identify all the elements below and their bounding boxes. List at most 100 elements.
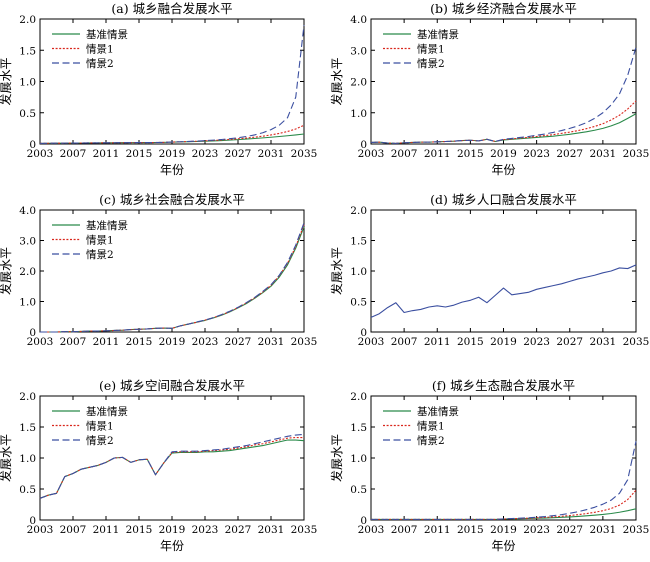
x-tick-label: 2019: [490, 148, 517, 160]
x-axis-label: 年份: [491, 539, 515, 553]
x-tick-label: 2007: [60, 148, 87, 160]
series-line-3: [371, 441, 637, 520]
y-tick-label: 0: [360, 515, 367, 527]
legend-label: 情景1: [417, 43, 445, 56]
y-axis-label: 发展水平: [329, 434, 344, 482]
x-tick-label: 2007: [60, 336, 87, 348]
x-tick-label: 2031: [258, 336, 285, 348]
x-tick-label: 2003: [358, 524, 385, 536]
series-line-2: [40, 224, 305, 333]
x-tick-label: 2003: [358, 336, 385, 348]
y-tick-label: 2.0: [350, 391, 367, 403]
x-tick-label: 2023: [192, 148, 219, 160]
chart-panel-6: (f) 城乡生态融合发展水平 2003 2007 2011 2015 2019 2023 20…: [329, 378, 649, 553]
series-line-1: [40, 226, 305, 333]
x-tick-label: 2003: [27, 148, 54, 160]
y-tick-label: 1.0: [19, 453, 36, 465]
chart-title: (e) 城乡空间融合发展水平: [99, 378, 245, 393]
y-tick-label: 3.0: [350, 45, 367, 57]
series-line-3: [39, 25, 305, 144]
y-tick-label: 0: [29, 515, 36, 527]
series-line-3: [39, 433, 305, 499]
series-line-2: [370, 100, 637, 144]
chart-title: (f) 城乡生态融合发展水平: [432, 378, 575, 393]
x-tick-label: 2031: [258, 524, 285, 536]
x-tick-label: 2015: [126, 148, 153, 160]
x-tick-label: 2031: [258, 148, 285, 160]
y-tick-label: 1.0: [350, 266, 367, 278]
x-tick-label: 2011: [424, 524, 451, 536]
x-tick-label: 2019: [490, 336, 517, 348]
x-tick-label: 2027: [225, 524, 252, 536]
legend-label: 情景2: [86, 434, 114, 447]
x-tick-label: 2019: [159, 524, 186, 536]
chart-panel-3: (c) 城乡社会融合发展水平 2003 2007 2011 2015 2019 2023 20…: [0, 192, 317, 348]
series-line-3: [370, 46, 637, 144]
y-tick-label: 0.5: [350, 484, 367, 496]
y-tick-label: 0.5: [350, 297, 367, 309]
x-tick-label: 2003: [27, 524, 54, 536]
legend-label: 基准情景: [417, 405, 459, 418]
y-tick-label: 1.0: [19, 77, 36, 89]
plot-frame: [39, 209, 305, 333]
x-tick-label: 2027: [556, 148, 583, 160]
plot-frame: [370, 209, 637, 333]
x-tick-label: 2015: [457, 148, 484, 160]
x-tick-label: 2027: [556, 336, 583, 348]
x-tick-label: 2027: [556, 524, 583, 536]
x-tick-label: 2019: [490, 524, 517, 536]
y-axis-label: 发展水平: [329, 247, 344, 295]
chart-title: (a) 城乡融合发展水平: [111, 1, 232, 16]
x-tick-label: 2007: [391, 524, 418, 536]
x-tick-label: 2019: [159, 148, 186, 160]
x-tick-label: 2011: [424, 336, 451, 348]
x-tick-label: 2027: [225, 148, 252, 160]
x-tick-label: 2035: [291, 524, 318, 536]
y-axis-label: 发展水平: [0, 57, 13, 105]
legend-label: 情景1: [417, 420, 445, 433]
x-tick-label: 2007: [391, 148, 418, 160]
x-axis-label: 年份: [160, 539, 184, 553]
x-tick-label: 2031: [590, 148, 617, 160]
series-line-1: [370, 113, 637, 144]
y-tick-label: 0: [360, 139, 367, 151]
y-tick-label: 2.0: [350, 205, 367, 217]
plot-frame: [39, 395, 305, 521]
x-tick-label: 2015: [126, 336, 153, 348]
y-tick-label: 2.0: [19, 266, 36, 278]
x-tick-label: 2035: [291, 148, 318, 160]
y-tick-label: 2.0: [350, 77, 367, 89]
series-line-1: [39, 439, 305, 499]
legend-label: 情景2: [86, 248, 114, 261]
x-tick-label: 2023: [192, 524, 219, 536]
x-tick-label: 2023: [523, 524, 550, 536]
y-tick-label: 4.0: [19, 205, 36, 217]
x-tick-label: 2015: [457, 524, 484, 536]
x-tick-label: 2031: [590, 524, 617, 536]
y-tick-label: 1.0: [350, 453, 367, 465]
legend-label: 基准情景: [417, 28, 459, 41]
y-axis-label: 发展水平: [0, 434, 13, 482]
x-tick-label: 2035: [623, 336, 650, 348]
x-tick-label: 2011: [93, 336, 120, 348]
chart-title: (c) 城乡社会融合发展水平: [99, 192, 245, 207]
plot-frame: [370, 395, 637, 521]
y-tick-label: 2.0: [19, 14, 36, 26]
series-line-2: [39, 436, 304, 499]
x-tick-label: 2015: [126, 524, 153, 536]
y-axis-label: 发展水平: [0, 247, 13, 295]
legend-label: 情景1: [86, 420, 114, 433]
plot-frame: [370, 18, 637, 145]
chart-title: (d) 城乡人口融合发展水平: [430, 192, 577, 207]
chart-panel-5: (e) 城乡空间融合发展水平 2003 2007 2011 2015 2019 2023 20…: [0, 378, 317, 553]
x-tick-label: 2011: [93, 524, 120, 536]
y-tick-label: 0.5: [19, 108, 36, 120]
y-tick-label: 1.5: [19, 45, 36, 57]
x-tick-label: 2003: [358, 148, 385, 160]
